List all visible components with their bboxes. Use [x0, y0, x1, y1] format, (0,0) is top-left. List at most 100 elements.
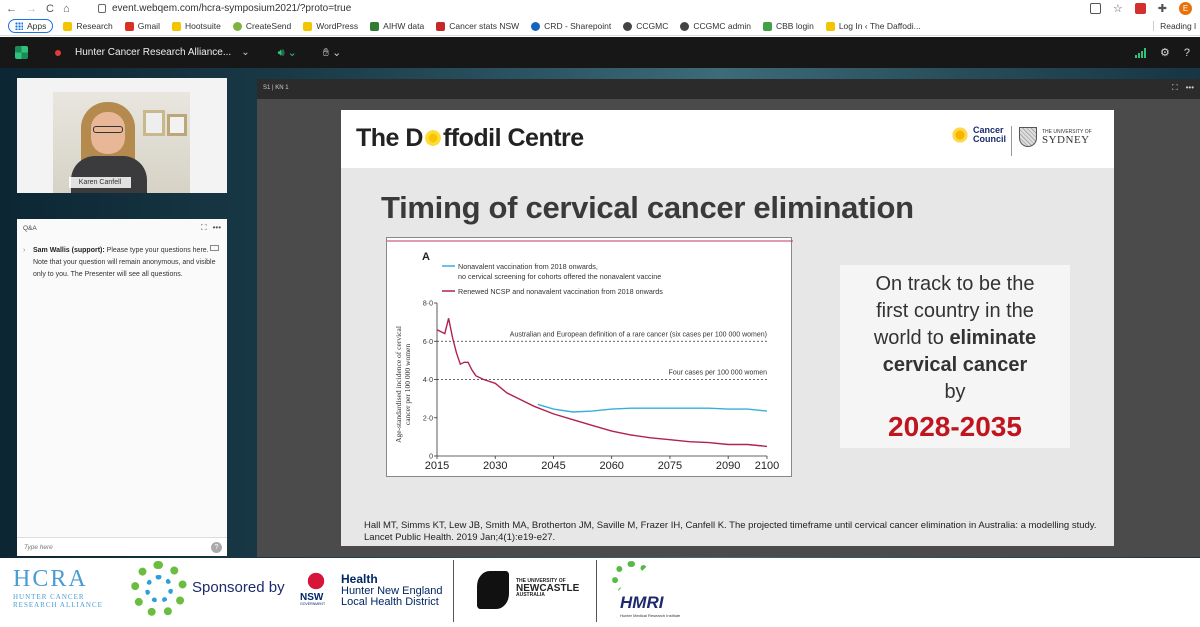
address-bar[interactable]: event.webqem.com/hcra-symposium2021/?pro… — [112, 3, 352, 14]
browser-nav: ← → C ⌂ — [0, 3, 98, 15]
bookmark-ccgmc-admin[interactable]: CCGMC admin — [680, 21, 751, 31]
y-tick-label: 8·0 — [423, 301, 433, 308]
hcra-logo: HCRA HUNTER CANCER RESEARCH ALLIANCE — [13, 566, 103, 609]
title-part: ffodil Centre — [442, 124, 584, 152]
newcastle-uni-horse-icon — [477, 571, 509, 609]
profile-avatar[interactable]: E — [1179, 2, 1192, 15]
qa-panel: Q&A ⛶ ••• › Sam Wallis (support): Please … — [17, 219, 227, 556]
bookmark-label: Apps — [27, 21, 47, 31]
reference-line-label: Australian and European definition of a … — [510, 331, 767, 338]
aihw-icon — [370, 21, 380, 31]
bookmark-daffodil[interactable]: Log In ‹ The Daffodi... — [825, 21, 921, 31]
apps-grid-icon — [15, 22, 23, 30]
elimination-callout: On track to be the first country in the … — [840, 265, 1070, 448]
extensions-icon[interactable]: ✚ — [1157, 3, 1167, 15]
y-tick-label: 0 — [429, 454, 433, 461]
event-app-bar: Hunter Cancer Research Alliance... ⌄ 🔊︎ … — [0, 37, 1200, 68]
nsw-logo-text: NSW — [300, 592, 324, 603]
qr-icon[interactable] — [1089, 3, 1101, 14]
picture-frame — [143, 110, 165, 136]
crest-icon — [1019, 127, 1037, 147]
hcra-ring-icon — [131, 561, 187, 617]
qa-sender: Sam Wallis (support): — [33, 247, 105, 254]
daffodil-icon — [422, 128, 443, 148]
presenter-face — [91, 112, 125, 154]
pdf-extension-icon[interactable] — [1134, 3, 1146, 14]
bookmark-research[interactable]: Research — [63, 21, 113, 31]
more-icon[interactable]: ••• — [212, 223, 221, 232]
health-district-line: Hunter New England — [341, 585, 443, 597]
health-district-line: Local Health District — [341, 596, 439, 608]
hcra-logo-subtext: HUNTER CANCER — [13, 593, 85, 601]
reading-list[interactable]: Reading l — [1153, 21, 1200, 31]
x-tick-label: 2100 — [755, 460, 779, 472]
newcastle-uni-logo: THE UNIVERSITY OF NEWCASTLE AUSTRALIA — [516, 578, 579, 599]
star-icon[interactable]: ☆ — [1112, 3, 1123, 15]
raise-hand-icon[interactable]: ✋︎ ⌄ — [322, 46, 342, 59]
uon-logo-text: NEWCASTLE — [516, 583, 580, 594]
mail-icon[interactable] — [210, 245, 219, 251]
y-tick-label: 6·0 — [423, 339, 433, 346]
forward-icon[interactable]: → — [26, 2, 37, 15]
x-tick-label: 2075 — [658, 460, 682, 472]
reference-line-label: Four cases per 100 000 women — [669, 370, 768, 377]
expand-icon[interactable]: ⛶ — [200, 223, 207, 232]
series-line-renewed-ncsp — [436, 318, 768, 448]
expand-icon[interactable]: ⛶ — [1171, 83, 1178, 92]
folder-icon — [825, 21, 835, 31]
help-icon[interactable]: ? — [211, 542, 222, 553]
hmri-subtext: Hunter Medical Research Institute — [620, 613, 681, 618]
bookmark-label: Hootsuite — [184, 21, 221, 31]
x-tick-label: 2090 — [716, 460, 740, 472]
settings-icon[interactable]: ⚙︎ — [1160, 47, 1170, 59]
hmri-dots-icon — [612, 561, 652, 597]
more-icon[interactable]: ••• — [1185, 83, 1194, 92]
callout-line: cervical cancer — [882, 354, 1028, 376]
slide-heading: Timing of cervical cancer elimination — [381, 190, 914, 225]
bookmark-cancer-stats[interactable]: Cancer stats NSW — [436, 21, 519, 31]
sponsor-banner: HCRA HUNTER CANCER RESEARCH ALLIANCE Spo… — [0, 558, 1200, 627]
chevron-right-icon[interactable]: › — [23, 247, 26, 254]
qa-message-text: Please type your questions here. Note th… — [33, 247, 216, 278]
bookmark-apps[interactable]: Apps — [8, 19, 54, 33]
back-icon[interactable]: ← — [6, 2, 17, 15]
bookmark-label: Log In ‹ The Daffodi... — [838, 21, 921, 31]
chart-svg: A Nonavalent vaccination from 2018 onward… — [387, 240, 793, 472]
qa-header: Q&A ⛶ ••• — [17, 219, 227, 237]
callout-line: world to eliminate — [840, 325, 1070, 352]
bookmark-crd[interactable]: CRD - Sharepoint — [531, 21, 611, 31]
audio-icon[interactable]: 🔊︎ ⌄ — [277, 46, 297, 59]
bookmark-gmail[interactable]: Gmail — [124, 21, 160, 31]
bookmark-createsend[interactable]: CreateSend — [232, 21, 292, 31]
qa-input[interactable]: Type here ? — [17, 537, 227, 556]
qa-title: Q&A — [23, 224, 37, 232]
gmail-icon — [124, 21, 134, 31]
citation: Hall MT, Simms KT, Lew JB, Smith MA, Bro… — [364, 520, 1097, 543]
bookmark-wordpress[interactable]: WordPress — [303, 21, 358, 31]
legend-label: Renewed NCSP and nonavalent vaccination … — [458, 287, 663, 296]
bookmark-label: CRD - Sharepoint — [544, 21, 612, 31]
reload-icon[interactable]: C — [46, 2, 54, 15]
uon-logo-text: AUSTRALIA — [516, 592, 545, 598]
chevron-down-icon[interactable]: ⌄ — [241, 47, 250, 58]
bookmark-label: CreateSend — [245, 21, 292, 31]
chart-panel-label: A — [422, 251, 430, 263]
folder-icon — [171, 21, 181, 31]
callout-years: 2028-2035 — [888, 411, 1022, 442]
bookmark-ccgmc[interactable]: CCGMC — [623, 21, 668, 31]
reading-list-label: Reading l — [1160, 21, 1196, 31]
bookmark-cbb[interactable]: CBB login — [763, 21, 814, 31]
callout-line: by — [944, 381, 966, 403]
hmri-logo: HMRI — [620, 593, 664, 612]
slide-label: S1 | KN 1 — [263, 85, 289, 91]
help-icon[interactable]: ? — [1183, 46, 1190, 59]
bookmark-hootsuite[interactable]: Hootsuite — [171, 21, 221, 31]
bookmark-label: Research — [76, 21, 113, 31]
lock-icon[interactable] — [98, 4, 106, 13]
bookmark-aihw[interactable]: AIHW data — [370, 21, 424, 31]
qa-input-placeholder: Type here — [24, 544, 53, 551]
home-icon[interactable]: ⌂ — [62, 2, 70, 15]
health-label: Health — [341, 572, 378, 586]
slide: The D ffodil Centre Cancer Council THE UNI… — [341, 110, 1114, 546]
event-title[interactable]: Hunter Cancer Research Alliance... — [75, 47, 232, 58]
